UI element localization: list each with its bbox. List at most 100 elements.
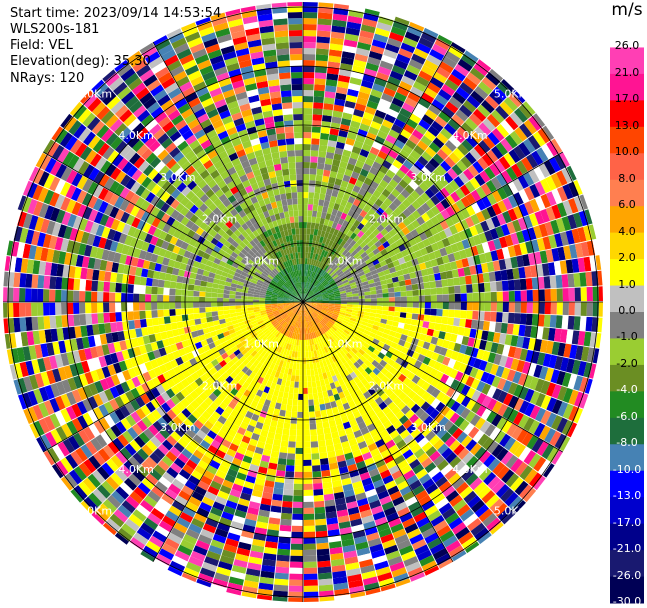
velocity-gate xyxy=(13,318,20,333)
velocity-gate xyxy=(292,84,303,90)
velocity-gate xyxy=(383,302,389,306)
velocity-gate xyxy=(73,279,80,291)
velocity-gate xyxy=(303,466,311,472)
velocity-gate xyxy=(194,319,201,325)
velocity-gate xyxy=(188,284,195,290)
velocity-gate xyxy=(318,573,332,580)
velocity-gate xyxy=(133,294,139,302)
velocity-gate xyxy=(312,211,317,218)
velocity-gate xyxy=(454,310,461,318)
velocity-gate xyxy=(303,114,312,120)
velocity-gate xyxy=(310,423,317,429)
velocity-gate xyxy=(317,428,324,435)
velocity-gate xyxy=(116,273,123,283)
velocity-gate xyxy=(283,423,290,430)
velocity-gate xyxy=(515,302,521,313)
velocity-gate xyxy=(313,96,323,103)
velocity-gate xyxy=(103,303,109,313)
velocity-gate xyxy=(382,310,388,315)
velocity-gate xyxy=(115,283,122,293)
velocity-gate xyxy=(377,302,383,306)
velocity-gate xyxy=(289,387,294,394)
velocity-gate xyxy=(304,598,319,602)
velocity-gate xyxy=(455,302,461,310)
velocity-gate xyxy=(303,30,316,36)
velocity-gate xyxy=(317,434,324,441)
velocity-gate xyxy=(291,375,296,381)
velocity-gate xyxy=(307,216,312,222)
velocity-gate xyxy=(31,289,37,302)
velocity-gate xyxy=(195,324,202,331)
velocity-gate xyxy=(288,447,296,454)
velocity-gate xyxy=(297,192,302,198)
velocity-gate xyxy=(145,286,152,294)
velocity-gate xyxy=(310,156,317,163)
velocity-gate xyxy=(298,204,303,210)
velocity-gate xyxy=(317,555,330,562)
velocity-gate xyxy=(303,84,314,90)
velocity-gate xyxy=(282,398,288,405)
velocity-gate xyxy=(283,489,293,496)
velocity-gate xyxy=(290,54,302,60)
velocity-gate xyxy=(19,288,25,302)
velocity-gate xyxy=(115,303,121,312)
velocity-gate xyxy=(303,78,314,84)
velocity-gate xyxy=(13,288,19,302)
velocity-gate xyxy=(315,519,326,526)
velocity-gate xyxy=(281,163,288,170)
velocity-gate xyxy=(275,127,284,134)
velocity-gate xyxy=(277,549,290,556)
velocity-gate xyxy=(284,211,289,218)
velocity-gate xyxy=(321,410,328,417)
velocity-gate xyxy=(318,440,326,447)
velocity-gate xyxy=(289,168,296,174)
velocity-gate xyxy=(298,216,302,222)
velocity-gate xyxy=(97,313,104,323)
velocity-gate xyxy=(55,277,62,290)
velocity-gate xyxy=(312,387,317,394)
velocity-gate xyxy=(128,275,135,284)
velocity-gate xyxy=(109,312,116,322)
velocity-gate xyxy=(557,302,563,315)
velocity-gate xyxy=(289,586,303,592)
velocity-gate xyxy=(91,280,98,291)
velocity-gate xyxy=(73,314,80,326)
velocity-gate xyxy=(311,441,319,448)
velocity-gate xyxy=(400,307,406,312)
velocity-gate xyxy=(151,295,157,302)
velocity-gate xyxy=(235,292,241,296)
velocity-gate xyxy=(282,428,289,435)
velocity-gate xyxy=(104,271,111,281)
velocity-gate xyxy=(316,543,329,550)
velocity-gate xyxy=(308,198,313,204)
velocity-gate xyxy=(279,187,286,194)
velocity-gate xyxy=(276,133,285,140)
velocity-gate xyxy=(295,228,299,234)
velocity-gate xyxy=(205,297,211,302)
velocity-gate xyxy=(430,309,436,316)
velocity-gate xyxy=(303,90,313,96)
velocity-gate xyxy=(163,302,169,309)
velocity-gate xyxy=(295,144,303,150)
velocity-gate xyxy=(303,54,315,60)
velocity-gate xyxy=(406,313,413,319)
velocity-gate xyxy=(19,317,26,331)
velocity-gate xyxy=(490,312,497,322)
velocity-gate xyxy=(73,291,79,302)
velocity-gate xyxy=(278,543,291,550)
velocity-gate xyxy=(291,72,302,78)
velocity-gate xyxy=(323,109,333,116)
velocity-gate xyxy=(485,302,491,311)
velocity-gate xyxy=(181,308,187,314)
velocity-gate xyxy=(290,562,303,568)
velocity-gate xyxy=(279,151,287,158)
velocity-gate xyxy=(169,295,175,302)
velocity-gate xyxy=(306,246,309,252)
velocity-gate xyxy=(157,310,164,318)
velocity-gate xyxy=(205,302,211,307)
velocity-gate xyxy=(394,312,401,317)
velocity-gate xyxy=(303,204,308,210)
velocity-gate xyxy=(460,310,467,318)
velocity-gate xyxy=(436,309,443,316)
velocity-gate xyxy=(545,302,551,314)
